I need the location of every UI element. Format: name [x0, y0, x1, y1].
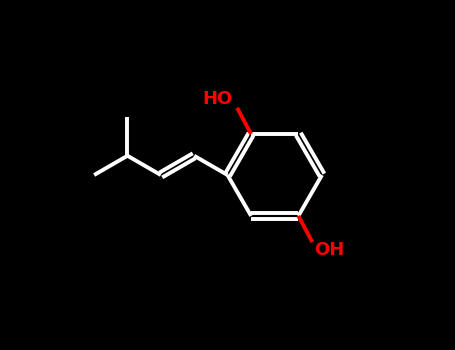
Text: OH: OH [314, 241, 344, 259]
Text: HO: HO [203, 90, 233, 108]
